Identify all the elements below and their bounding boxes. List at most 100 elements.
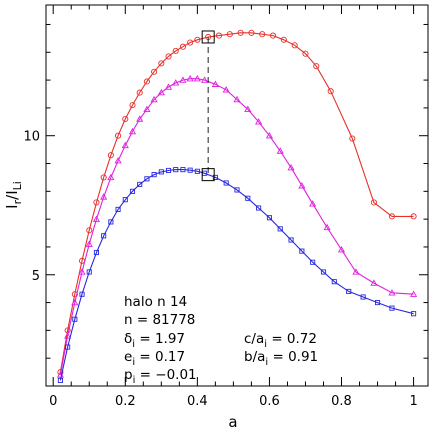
data-point — [186, 74, 194, 82]
series-circle — [57, 29, 417, 376]
annotation-e: ei = 0.17 — [124, 349, 185, 368]
data-point — [346, 288, 352, 294]
annotation-c-over-a: c/ai = 0.72 — [244, 331, 317, 350]
data-point — [100, 174, 107, 181]
data-point — [222, 86, 230, 93]
annotation-delta: δi = 1.97 — [124, 331, 185, 350]
tick-labels: 0 0.2 0.4 0.6 0.8 1 5 10 — [23, 130, 417, 409]
data-point — [172, 47, 179, 54]
data-point — [121, 141, 129, 149]
data-point — [313, 63, 320, 70]
data-point — [245, 195, 251, 201]
data-point — [157, 88, 165, 96]
x-tick-label: 0.8 — [331, 394, 352, 409]
data-point — [57, 377, 63, 383]
data-point — [287, 163, 295, 171]
data-point — [374, 300, 381, 306]
x-axis-label: a — [228, 413, 237, 431]
data-point — [327, 88, 334, 95]
data-point — [187, 167, 193, 173]
data-point — [194, 168, 200, 174]
data-point — [72, 316, 78, 322]
data-point — [256, 205, 262, 211]
highlight-box — [201, 168, 215, 182]
data-point — [137, 181, 143, 187]
data-point — [288, 237, 294, 243]
stats-annotations: halo n 14 n = 81778 δi = 1.97 ei = 0.17 … — [124, 294, 318, 386]
data-point — [302, 50, 309, 57]
y-axis-label: Ir/ILi — [3, 181, 24, 209]
data-point — [331, 279, 337, 285]
x-tick-label: 0 — [49, 394, 57, 409]
highlight-layer — [201, 30, 215, 182]
data-point — [93, 199, 100, 206]
annotation-b-over-a: b/ai = 0.91 — [244, 349, 318, 368]
data-point — [194, 36, 201, 43]
data-point — [352, 268, 360, 275]
data-point — [410, 290, 418, 297]
data-point — [158, 169, 164, 175]
data-point — [136, 115, 144, 122]
data-point — [234, 187, 240, 193]
data-point — [173, 167, 179, 173]
data-point — [187, 39, 194, 46]
series-layer — [56, 29, 418, 383]
data-point — [360, 294, 366, 300]
data-point — [165, 53, 172, 60]
data-point — [223, 180, 229, 186]
data-point — [255, 118, 263, 125]
data-point — [128, 127, 137, 135]
annotation-p: pi = −0.01 — [124, 367, 197, 386]
data-point — [370, 279, 378, 286]
data-point — [78, 268, 86, 275]
data-point — [129, 102, 136, 109]
x-tick-label: 0.6 — [259, 394, 280, 409]
data-point — [93, 249, 100, 256]
data-point — [114, 157, 122, 164]
data-point — [71, 291, 78, 298]
data-point — [136, 89, 143, 96]
y-tick-label: 10 — [23, 130, 40, 145]
data-point — [211, 80, 219, 87]
data-point — [291, 42, 298, 49]
data-point — [143, 78, 150, 85]
series-square — [57, 167, 417, 383]
data-point — [144, 176, 150, 182]
data-point — [201, 76, 209, 83]
data-point — [323, 223, 331, 231]
data-point — [248, 29, 255, 36]
data-point — [411, 311, 417, 317]
series-line — [59, 32, 414, 373]
data-point — [107, 173, 115, 181]
data-point — [180, 167, 186, 173]
data-point — [179, 76, 187, 83]
data-point — [122, 197, 128, 203]
data-point — [164, 83, 173, 90]
series-triangle — [56, 74, 418, 378]
data-point — [115, 132, 122, 139]
x-tick-label: 1 — [409, 394, 417, 409]
data-point — [277, 226, 283, 232]
data-point — [64, 332, 72, 339]
data-point — [269, 32, 277, 39]
x-tick-label: 0.2 — [115, 394, 136, 409]
plot-frame — [45, 4, 429, 387]
data-point — [92, 215, 101, 222]
data-point — [108, 219, 114, 225]
data-point — [151, 172, 157, 178]
data-point — [259, 31, 266, 38]
data-point — [309, 200, 317, 207]
data-point — [158, 60, 165, 67]
data-point — [179, 43, 186, 50]
data-point — [237, 29, 244, 36]
x-tick-label: 0.4 — [187, 394, 208, 409]
data-point — [212, 174, 218, 180]
data-point — [298, 182, 306, 189]
data-point — [85, 240, 93, 247]
data-point — [410, 213, 417, 220]
data-point — [265, 131, 273, 139]
data-point — [101, 233, 107, 239]
data-point — [143, 105, 151, 112]
data-point — [71, 298, 79, 306]
data-point — [280, 36, 287, 43]
